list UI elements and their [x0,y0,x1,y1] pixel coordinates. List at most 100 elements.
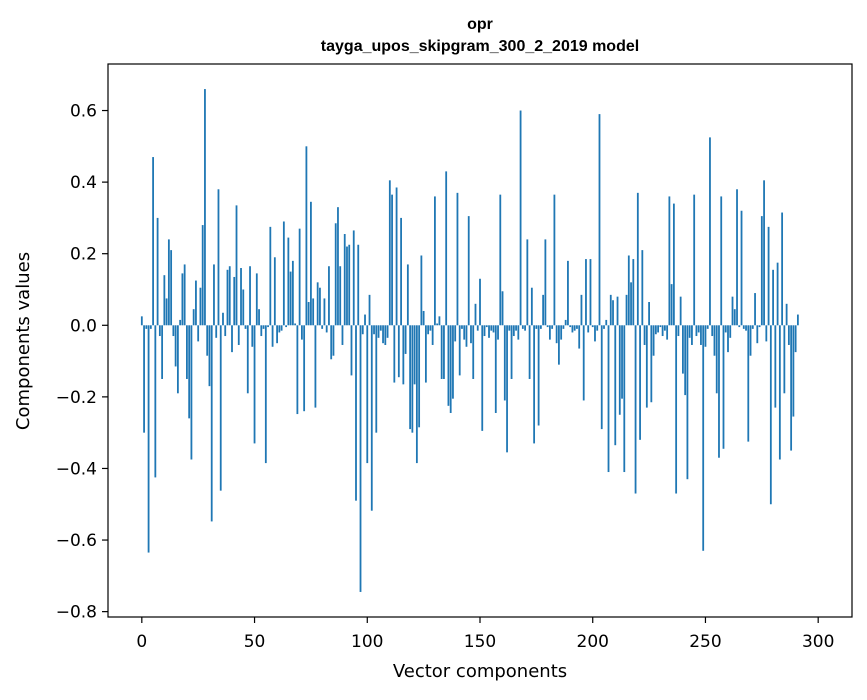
bar-59 [273,257,276,326]
bar-273 [756,325,759,344]
bar-129 [431,325,434,345]
bar-227 [652,325,655,356]
bar-261 [729,325,732,338]
bar-200 [591,325,594,328]
bar-122 [415,325,418,464]
bar-179 [544,239,547,326]
bar-197 [585,259,587,326]
bar-109 [386,325,389,338]
bar-104 [375,325,378,433]
bar-142 [461,325,463,329]
bar-243 [688,325,691,338]
bar-133 [440,325,443,379]
bar-180 [546,325,549,328]
bar-189 [567,260,569,326]
y-tick-label-4: 0.0 [70,316,97,336]
bar-20 [186,325,188,379]
bar-35 [219,325,222,491]
bar-210 [614,325,617,446]
bar-291 [796,314,799,326]
bar-65 [287,237,290,326]
chart-subtitle: tayga_upos_skipgram_300_2_2019 model [321,38,639,55]
bar-191 [571,325,574,333]
bar-40 [231,325,233,353]
bar-12 [167,239,170,326]
bar-202 [596,325,599,331]
bar-203 [598,114,601,326]
bar-79 [319,287,321,326]
bar-92 [348,244,351,326]
bar-182 [551,325,554,329]
bar-209 [612,300,614,326]
bar-43 [237,325,240,345]
bar-162 [506,325,508,453]
bar-190 [569,325,572,328]
bar-7 [156,217,159,326]
bar-30 [208,325,211,387]
bar-45 [242,289,245,326]
bar-158 [497,325,499,340]
bar-76 [312,298,315,326]
bar-115 [400,217,402,326]
bar-36 [222,312,224,326]
bar-18 [181,273,184,326]
bar-27 [201,225,204,326]
bar-282 [776,262,779,326]
bar-108 [384,325,387,345]
bar-119 [409,325,412,430]
bar-268 [745,325,747,331]
bar-154 [488,325,490,338]
x-tick-label-300: 300 [802,632,834,652]
bar-169 [521,325,524,329]
bar-148 [474,303,477,326]
bar-208 [609,294,612,326]
bar-188 [564,319,567,326]
x-axis-label: Vector components [393,661,567,682]
bar-81 [323,298,326,326]
bar-137 [449,325,452,413]
y-tick-label-1: −0.6 [56,531,97,551]
y-axis-label: Components values [13,252,34,430]
bar-55 [264,325,267,464]
bar-252 [709,137,711,326]
bar-19 [183,264,186,326]
bar-2 [145,325,148,329]
bar-150 [479,278,481,326]
bar-39 [228,266,231,326]
bar-134 [443,325,445,379]
bar-253 [711,325,714,337]
bar-230 [659,325,662,328]
bar-167 [517,325,520,340]
bar-26 [199,287,202,326]
bar-97 [359,325,362,592]
bar-132 [438,316,441,326]
bar-128 [429,325,432,331]
bar-77 [314,325,317,408]
x-tick-label-250: 250 [689,632,721,652]
bar-216 [627,255,630,326]
bar-13 [170,250,173,326]
bar-143 [463,325,466,340]
bar-32 [213,264,215,326]
bar-195 [580,294,583,326]
bar-88 [339,266,342,326]
y-tick-label-2: −0.4 [56,459,97,479]
bar-42 [235,205,238,326]
bar-201 [594,325,596,342]
bar-114 [397,325,400,378]
bar-205 [603,325,605,329]
bar-217 [630,282,632,326]
bar-219 [634,325,637,494]
bar-117 [404,325,407,354]
bar-112 [393,325,396,383]
bar-271 [751,325,754,329]
bar-23 [192,309,195,326]
bar-48 [249,266,251,326]
bar-31 [210,325,213,522]
bar-98 [361,325,364,335]
bar-221 [639,325,641,440]
bar-11 [165,298,168,326]
bar-242 [686,325,689,480]
bar-186 [560,325,563,340]
bar-3 [147,325,150,553]
